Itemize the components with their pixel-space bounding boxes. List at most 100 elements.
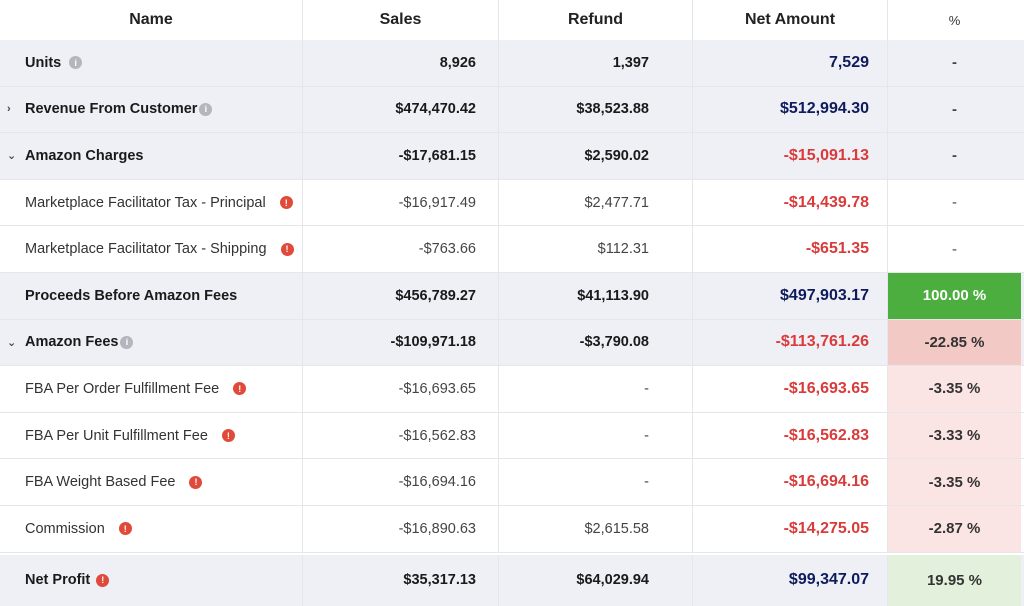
sales-cell: -$109,971.18: [303, 319, 499, 366]
percent-cell: 100.00 %: [888, 272, 1021, 319]
net-amount-cell: $497,903.17: [693, 272, 888, 319]
alert-icon[interactable]: !: [280, 242, 294, 256]
net-amount-cell: -$16,694.16: [693, 459, 888, 505]
alert-icon[interactable]: !: [279, 196, 293, 210]
column-header-net-amount[interactable]: Net Amount: [693, 0, 888, 40]
refund-cell: -: [499, 459, 693, 505]
percent-cell: -: [952, 147, 957, 165]
alert-icon[interactable]: !: [118, 522, 132, 536]
refund-cell: $41,113.90: [499, 272, 693, 319]
net-amount-cell: $99,347.07: [693, 554, 888, 606]
percent-cell: -2.87 %: [888, 505, 1021, 552]
row-name-cell: FBA Per Unit Fulfillment Fee !: [0, 412, 303, 459]
sales-cell: $474,470.42: [303, 86, 499, 133]
net-amount-cell: -$651.35: [693, 226, 888, 272]
table-row-amazon-fees[interactable]: ⌄ Amazon Fees i -$109,971.18 -$3,790.08 …: [0, 319, 1024, 367]
percent-cell: -: [952, 100, 957, 118]
info-icon[interactable]: i: [120, 335, 134, 349]
percent-cell: -3.35 %: [888, 459, 1021, 505]
sales-cell: -$17,681.15: [303, 133, 499, 179]
row-name-cell: ⌄ Amazon Fees i: [0, 319, 303, 366]
chevron-right-icon[interactable]: ›: [7, 103, 11, 116]
row-label: Net Profit: [25, 572, 91, 589]
refund-cell: $38,523.88: [499, 86, 693, 133]
refund-cell: $64,029.94: [499, 554, 693, 606]
table-row-mft-shipping: Marketplace Facilitator Tax - Shipping !…: [0, 226, 1024, 273]
info-icon[interactable]: i: [69, 56, 83, 70]
row-label: Marketplace Facilitator Tax - Shipping: [25, 241, 267, 258]
column-header-sales[interactable]: Sales: [303, 0, 499, 40]
chevron-down-icon[interactable]: ⌄: [7, 336, 17, 349]
percent-cell: -: [952, 240, 957, 258]
alert-icon[interactable]: !: [221, 429, 235, 443]
refund-cell: $2,590.02: [499, 133, 693, 179]
percent-cell: 19.95 %: [888, 554, 1021, 606]
table-row-mft-principal: Marketplace Facilitator Tax - Principal …: [0, 179, 1024, 227]
table-row-commission: Commission ! -$16,890.63 $2,615.58 -$14,…: [0, 505, 1024, 553]
net-amount-cell: -$15,091.13: [693, 133, 888, 179]
sales-cell: -$16,562.83: [303, 412, 499, 459]
row-name-cell: Commission !: [0, 505, 303, 552]
column-header-name[interactable]: Name: [0, 0, 303, 40]
refund-cell: $2,615.58: [499, 505, 693, 552]
sales-cell: -$16,694.16: [303, 459, 499, 505]
table-row-units: Units i 8,926 1,397 7,529 -: [0, 40, 1024, 87]
column-header-refund[interactable]: Refund: [499, 0, 693, 40]
table-row-revenue[interactable]: › Revenue From Customer i $474,470.42 $3…: [0, 86, 1024, 134]
sales-cell: 8,926: [303, 40, 499, 86]
row-name-cell: ⌄ Amazon Charges: [0, 133, 303, 179]
sales-cell: -$763.66: [303, 226, 499, 272]
alert-icon[interactable]: !: [233, 382, 247, 396]
net-amount-cell: $512,994.30: [693, 86, 888, 133]
sales-cell: $35,317.13: [303, 554, 499, 606]
row-name-cell: Units i: [0, 40, 303, 86]
row-name-cell: Marketplace Facilitator Tax - Shipping !: [0, 226, 303, 272]
refund-cell: $112.31: [499, 226, 693, 272]
refund-cell: -: [499, 366, 693, 412]
row-label: FBA Per Order Fulfillment Fee: [25, 380, 220, 397]
net-amount-cell: 7,529: [693, 40, 888, 86]
row-name-cell: Net Profit !: [0, 554, 303, 606]
alert-icon[interactable]: !: [189, 475, 203, 489]
row-name-cell: › Revenue From Customer i: [0, 86, 303, 133]
column-header-percent[interactable]: %: [948, 12, 961, 28]
table-row-fba-weight: FBA Weight Based Fee ! -$16,694.16 - -$1…: [0, 459, 1024, 506]
table-row-proceeds: Proceeds Before Amazon Fees $456,789.27 …: [0, 272, 1024, 320]
chevron-down-icon[interactable]: ⌄: [7, 150, 17, 163]
net-amount-cell: -$16,562.83: [693, 412, 888, 459]
table-row-fba-per-order: FBA Per Order Fulfillment Fee ! -$16,693…: [0, 366, 1024, 413]
percent-cell: -22.85 %: [888, 319, 1021, 366]
row-label: Commission: [25, 520, 105, 537]
alert-icon[interactable]: !: [96, 573, 110, 587]
table-row-amazon-charges[interactable]: ⌄ Amazon Charges -$17,681.15 $2,590.02 -…: [0, 133, 1024, 180]
net-amount-cell: -$14,275.05: [693, 505, 888, 552]
sales-cell: -$16,890.63: [303, 505, 499, 552]
refund-cell: 1,397: [499, 40, 693, 86]
row-name-cell: FBA Per Order Fulfillment Fee !: [0, 366, 303, 412]
row-label: Amazon Fees: [25, 334, 119, 351]
row-name-cell: Proceeds Before Amazon Fees: [0, 272, 303, 319]
row-label: Marketplace Facilitator Tax - Principal: [25, 194, 266, 211]
table-header: Name Sales Refund Net Amount %: [0, 0, 1024, 40]
row-name-cell: Marketplace Facilitator Tax - Principal …: [0, 179, 303, 226]
sales-cell: -$16,917.49: [303, 179, 499, 226]
table-row-fba-per-unit: FBA Per Unit Fulfillment Fee ! -$16,562.…: [0, 412, 1024, 460]
sales-cell: $456,789.27: [303, 272, 499, 319]
percent-cell: -3.35 %: [888, 366, 1021, 412]
row-label: FBA Per Unit Fulfillment Fee: [25, 427, 208, 444]
refund-cell: $2,477.71: [499, 179, 693, 226]
percent-cell: -: [952, 54, 957, 72]
row-label: Amazon Charges: [25, 147, 144, 164]
refund-cell: -: [499, 412, 693, 459]
row-label: Proceeds Before Amazon Fees: [25, 287, 238, 304]
refund-cell: -$3,790.08: [499, 319, 693, 366]
net-amount-cell: -$14,439.78: [693, 179, 888, 226]
table-row-net-profit: Net Profit ! $35,317.13 $64,029.94 $99,3…: [0, 554, 1024, 606]
row-label: Revenue From Customer: [25, 101, 198, 118]
percent-cell: -3.33 %: [888, 412, 1021, 459]
row-label: Units: [25, 54, 62, 71]
info-icon[interactable]: i: [199, 102, 213, 116]
net-amount-cell: -$113,761.26: [693, 319, 888, 366]
row-label: FBA Weight Based Fee: [25, 474, 176, 491]
